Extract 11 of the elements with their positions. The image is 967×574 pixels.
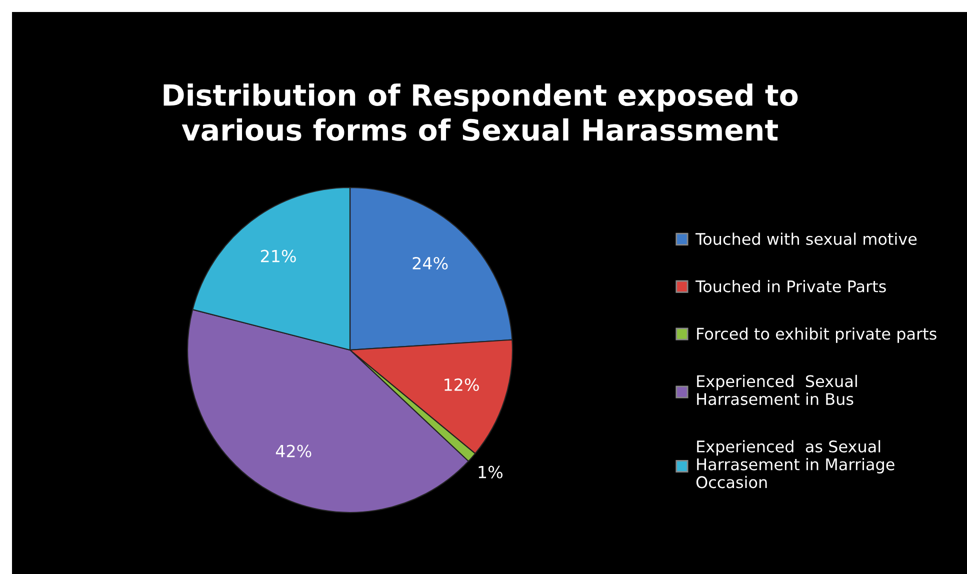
legend-label: Touched in Private Parts (695, 280, 886, 292)
chart-title: Distribution of Respondent exposed to various forms of Sexual Harassment (164, 83, 798, 141)
data-label: 42% (276, 444, 312, 458)
data-label: 24% (412, 256, 448, 270)
data-label: 1% (478, 466, 502, 478)
legend-label: Touched with sexual motive (695, 232, 917, 245)
data-label: 12% (444, 378, 479, 391)
legend-label: Experienced as Sexual Harrasement in Marriage Occasion (696, 440, 894, 488)
data-label: 21% (260, 250, 296, 262)
legend-label: Forced to exhibit private parts (697, 327, 936, 343)
legend-label: Experienced Sexual Harrasement in Bus (697, 374, 857, 406)
